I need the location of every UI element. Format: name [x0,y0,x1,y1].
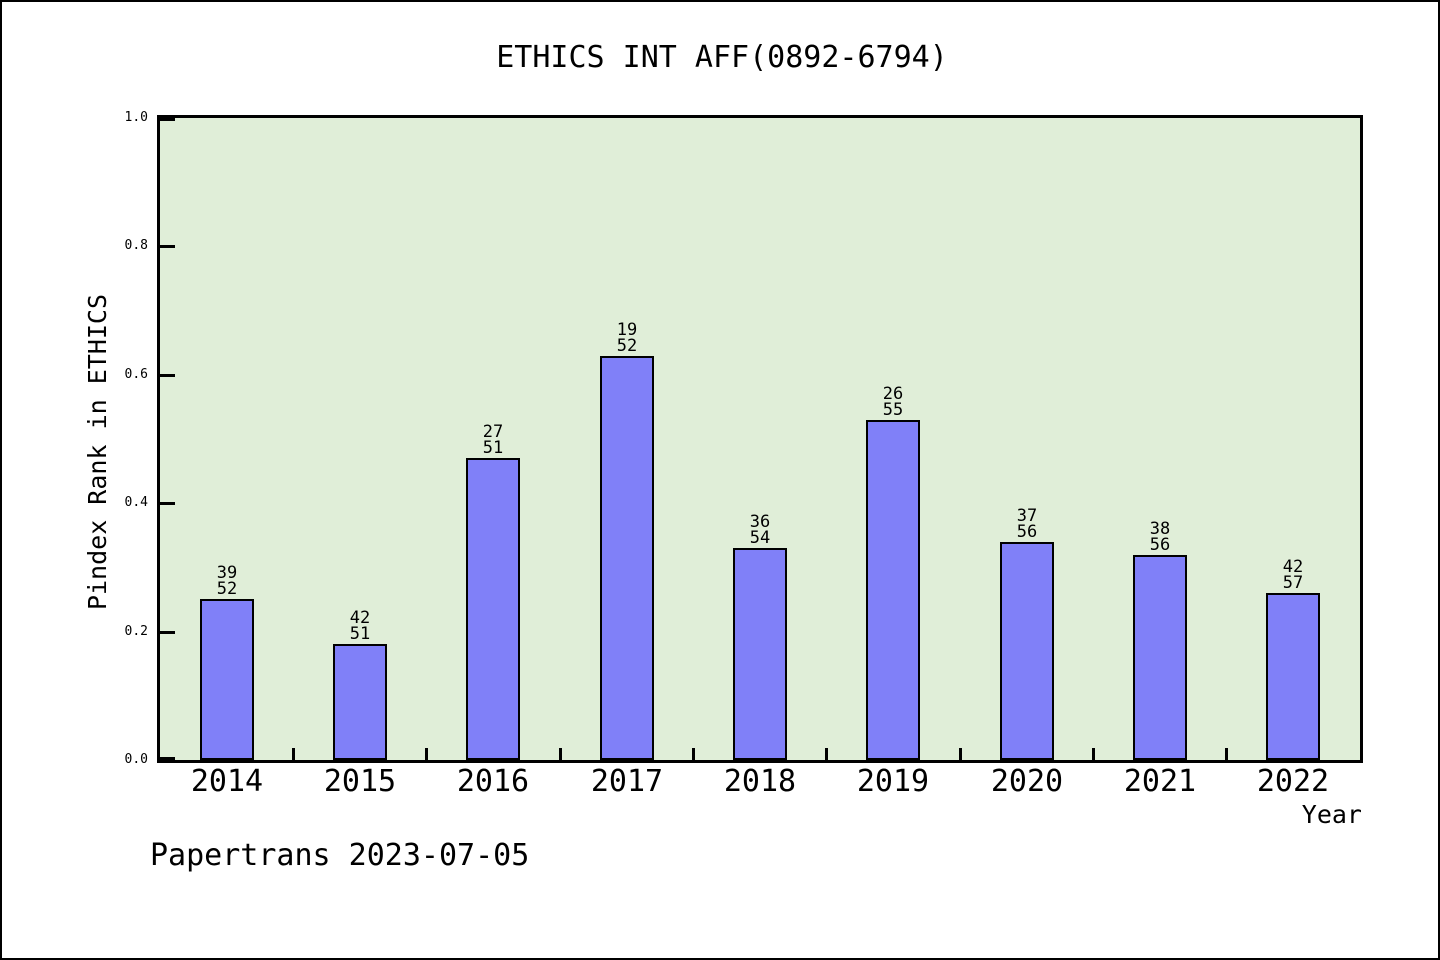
bar-value-label-2016: 27 51 [482,422,504,458]
bar-2022 [1266,593,1320,760]
x-tick [825,748,828,760]
chart-title: ETHICS INT AFF(0892-6794) [496,40,948,75]
x-tick [1225,748,1228,760]
y-tick [160,757,175,760]
x-category-label-2019: 2019 [856,764,930,799]
bar-value-label-2020: 37 56 [1016,506,1038,542]
y-tick [160,502,175,505]
x-category-label-2022: 2022 [1256,764,1330,799]
bar-2018 [733,548,787,760]
y-axis-title: Pindex Rank in ETHICS [83,293,112,611]
y-tick-label: 0.0 [124,752,148,767]
bar-value-label-2014: 39 52 [216,563,238,599]
bar-value-label-2019: 26 55 [882,384,904,420]
bar-2021 [1133,555,1187,760]
x-category-label-2017: 2017 [590,764,664,799]
footer-text: Papertrans 2023-07-05 [150,838,530,873]
bar-value-label-2015: 42 51 [349,608,371,644]
bar-2019 [866,420,920,760]
y-tick-label: 0.6 [124,367,148,382]
y-tick [160,245,175,248]
x-axis-title: Year [1301,800,1362,829]
x-tick [559,748,562,760]
x-tick [292,748,295,760]
bar-2016 [466,458,520,760]
bar-2014 [200,599,254,760]
y-tick [160,118,175,121]
x-category-label-2018: 2018 [723,764,797,799]
bar-value-label-2021: 38 56 [1149,519,1171,555]
bar-value-label-2017: 19 52 [616,320,638,356]
y-tick-label: 0.8 [124,238,148,253]
x-category-label-2015: 2015 [323,764,397,799]
x-tick [959,748,962,760]
y-tick [160,374,175,377]
bar-value-label-2018: 36 54 [749,512,771,548]
x-category-label-2021: 2021 [1123,764,1197,799]
x-category-label-2014: 2014 [190,764,264,799]
bar-2015 [333,644,387,760]
x-category-label-2020: 2020 [990,764,1064,799]
bar-value-label-2022: 42 57 [1282,557,1304,593]
y-tick-label: 0.4 [124,495,148,510]
x-category-label-2016: 2016 [456,764,530,799]
y-tick-label: 0.2 [124,624,148,639]
y-tick-label: 1.0 [124,110,148,125]
y-tick [160,631,175,634]
bar-2020 [1000,542,1054,760]
x-tick [692,748,695,760]
bar-2017 [600,356,654,760]
plot-area: 39 52 42 51 27 51 19 52 36 54 26 55 37 56 38 56… [157,115,1363,763]
x-tick [1092,748,1095,760]
x-tick [425,748,428,760]
